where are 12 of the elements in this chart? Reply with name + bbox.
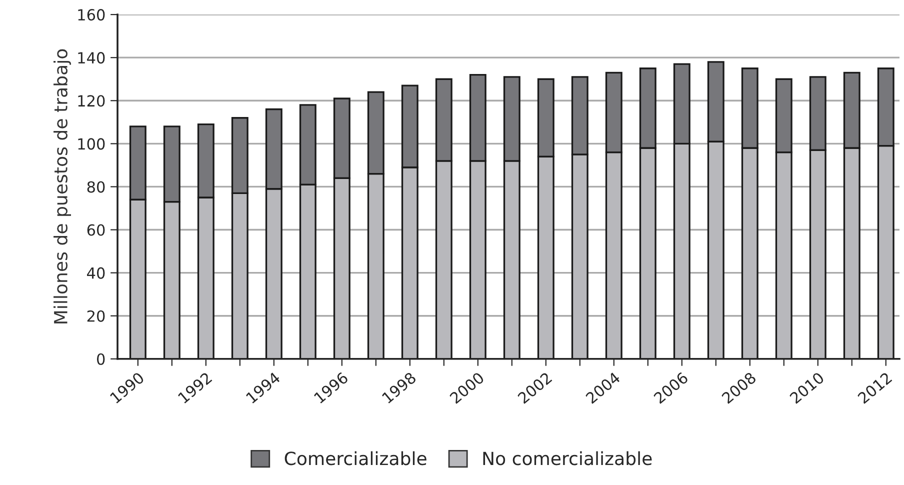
y-tick-label: 120 (78, 95, 105, 107)
y-tick-label: 160 (78, 9, 105, 21)
legend-label: No comercializable (483, 451, 652, 466)
y-tick-label: 20 (87, 310, 105, 322)
y-tick-label: 60 (87, 224, 105, 236)
y-tick-label: 0 (97, 353, 105, 365)
y-axis-title: Millones de puestos de trabajo (54, 49, 71, 324)
y-tick-label: 100 (78, 138, 105, 150)
legend-label: Comercializable (284, 451, 426, 466)
y-tick-label: 140 (78, 52, 105, 64)
y-tick-label: 80 (87, 181, 105, 193)
y-tick-label: 40 (87, 267, 105, 279)
